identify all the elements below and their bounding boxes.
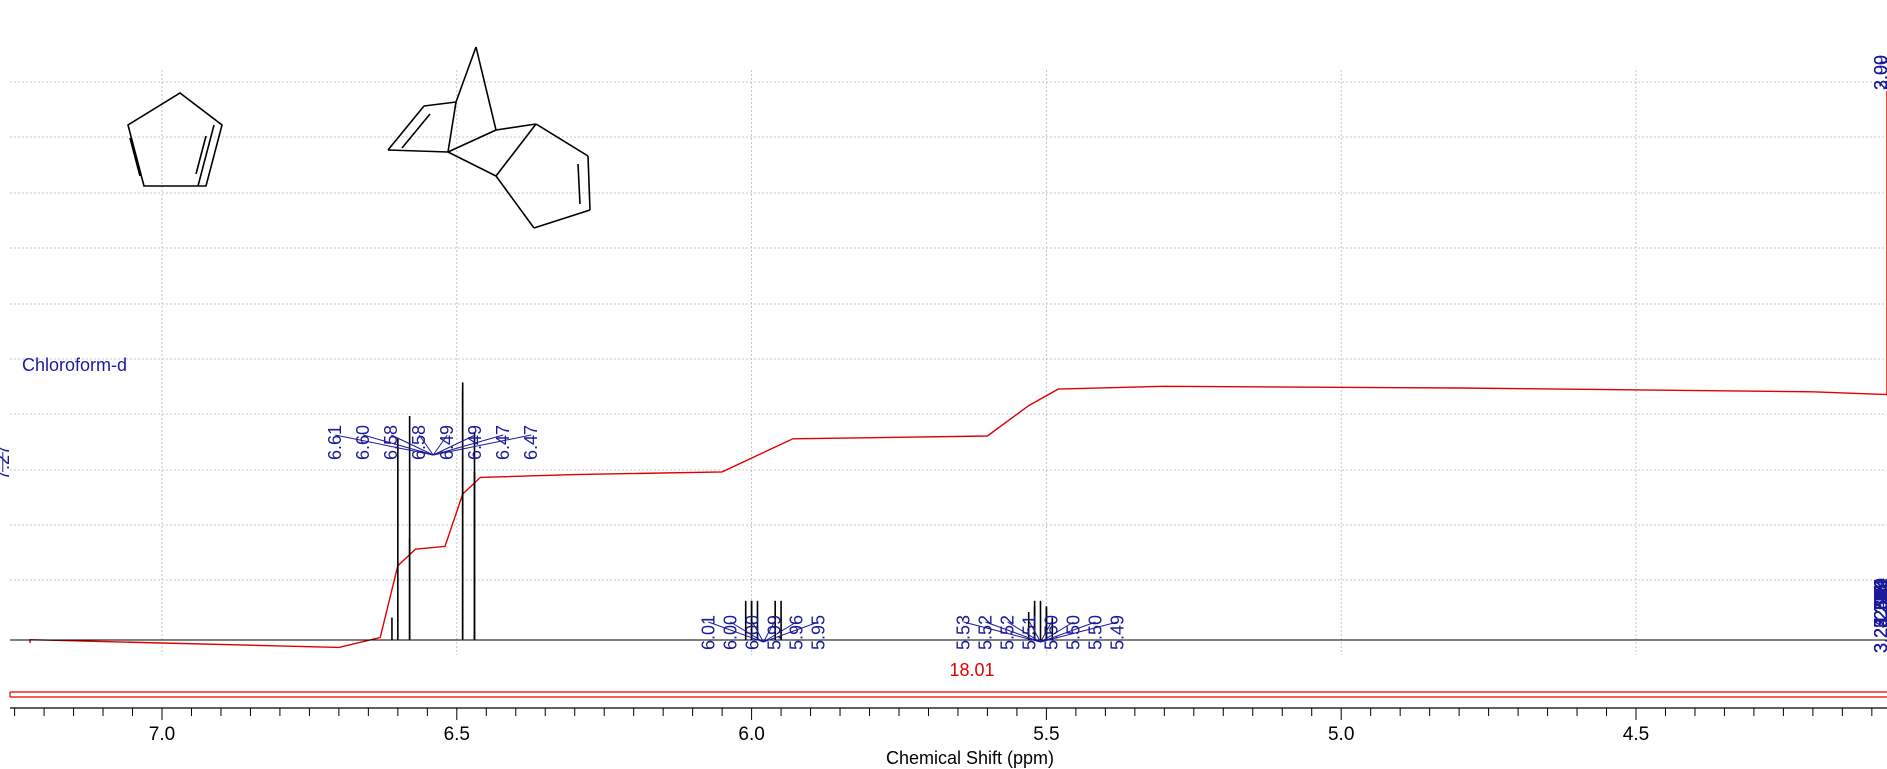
peak-label: 2.21 (1871, 585, 1887, 620)
x-tick-label: 5.5 (1033, 724, 1059, 745)
peak-label: 2.99 (1871, 55, 1887, 90)
peak-label: 1.61 (1871, 590, 1887, 625)
peak-label-leader (751, 621, 764, 643)
peak-label: 5.53 (954, 615, 974, 650)
peak-label: 2.81 (1871, 578, 1887, 613)
spectrum-trace (10, 382, 1887, 641)
peak-label: 3.23 (1871, 618, 1887, 653)
peak-label: 2.74 (1871, 578, 1887, 613)
x-axis-ticks: 7.06.56.05.55.04.54.03.53.02.52.01.5 (14, 708, 1873, 745)
integral-trace (29, 91, 1887, 649)
peak-label-leader (432, 434, 448, 456)
peak-label: 6.47 (521, 425, 541, 460)
peak-label: 3.25 (1871, 618, 1887, 653)
peak-label: 6.60 (353, 425, 373, 460)
peak-label: 1.48 (1871, 590, 1887, 625)
peak-label-leader (730, 621, 764, 643)
integral-curve (29, 91, 1887, 649)
peak-label: 6.58 (409, 425, 429, 460)
peak-label: 6.00 (742, 615, 762, 650)
peak-label: 1.66 (1871, 590, 1887, 625)
peak-label-leader (985, 621, 1041, 643)
peak-label: 5.50 (1086, 615, 1106, 650)
peak-label-leader (762, 621, 775, 643)
x-tick-label: 4.5 (1623, 724, 1649, 745)
peak-label: 6.49 (437, 425, 457, 460)
peak-label: 2.16 (1871, 585, 1887, 620)
peak-label: 1.51 (1871, 590, 1887, 625)
peak-label-leader (963, 621, 1041, 643)
peak-label-leader (418, 434, 434, 456)
peak-label: 2.74 (1871, 578, 1887, 613)
peak-label: 5.49 (1108, 615, 1128, 650)
peak-label: 2.80 (1871, 578, 1887, 613)
peak-label: 7.27 (0, 445, 13, 480)
peak-label-leader (1040, 621, 1052, 643)
peak-label: 3.24 (1871, 618, 1887, 653)
peak-label: 3.22 (1871, 618, 1887, 653)
cyclopentadiene-structure (127, 92, 223, 187)
x-axis-label: Chemical Shift (ppm) (886, 748, 1054, 768)
peak-label: 5.50 (1042, 615, 1062, 650)
peak-label: 1.50 (1871, 590, 1887, 625)
x-tick-label: 6.5 (444, 724, 470, 745)
peak-label-leader (335, 434, 434, 456)
x-tick-label: 5.0 (1328, 724, 1354, 745)
peak-label-leader (433, 434, 476, 456)
peak-label: 2.17 (1871, 585, 1887, 620)
peak-label: 6.58 (381, 425, 401, 460)
peak-label: 5.99 (764, 615, 784, 650)
peak-label: 6.00 (720, 615, 740, 650)
peak-label-leader (1040, 621, 1074, 643)
peak-labels: 7.276.616.606.586.586.496.496.476.476.01… (0, 55, 1887, 653)
peak-label: 2.23 (1871, 585, 1887, 620)
peak-label: 1.32 (1871, 590, 1887, 625)
peak-label: 6.47 (493, 425, 513, 460)
dicyclopentadiene-structure (387, 46, 591, 229)
peak-label-leader (708, 621, 764, 643)
peak-label-leader (391, 434, 434, 456)
peak-label-leader (433, 434, 504, 456)
peak-label: 5.51 (1020, 615, 1040, 650)
peak-label-leader (763, 621, 819, 643)
peak-label: 3.22 (1871, 618, 1887, 653)
peak-label-leader (763, 621, 797, 643)
peak-label: 2.80 (1871, 578, 1887, 613)
peak-label: 3.00 (1871, 55, 1887, 90)
peak-label: 1.55 (1871, 590, 1887, 625)
peak-label: 2.19 (1871, 585, 1887, 620)
peak-label: 2.19 (1871, 585, 1887, 620)
peak-label-leader (1040, 621, 1118, 643)
peak-label-leader (433, 434, 532, 456)
grid-lines (10, 70, 1887, 655)
peak-label: 5.96 (786, 615, 806, 650)
integral-value: 18.01 (949, 660, 994, 680)
peak-label: 6.61 (325, 425, 345, 460)
peak-label: 3.23 (1871, 618, 1887, 653)
peak-label-leader (1029, 621, 1041, 643)
peak-label: 6.01 (698, 615, 718, 650)
peak-label-leader (363, 434, 434, 456)
peak-label-leader (1007, 621, 1041, 643)
x-tick-label: 6.0 (738, 724, 764, 745)
peak-label: 5.52 (976, 615, 996, 650)
integral-bar (9, 691, 1887, 698)
peak-label: 5.95 (808, 615, 828, 650)
peak-label: 1.30 (1871, 590, 1887, 625)
peak-label-leader (1040, 621, 1096, 643)
x-tick-label: 7.0 (149, 724, 175, 745)
peak-label: 5.52 (998, 615, 1018, 650)
peak-label: 5.50 (1064, 615, 1084, 650)
solvent-label: Chloroform-d (22, 355, 127, 375)
peak-label: 2.89 (1871, 578, 1887, 613)
peak-label: 3.00 (1871, 55, 1887, 90)
peak-label: 1.32 (1871, 590, 1887, 625)
